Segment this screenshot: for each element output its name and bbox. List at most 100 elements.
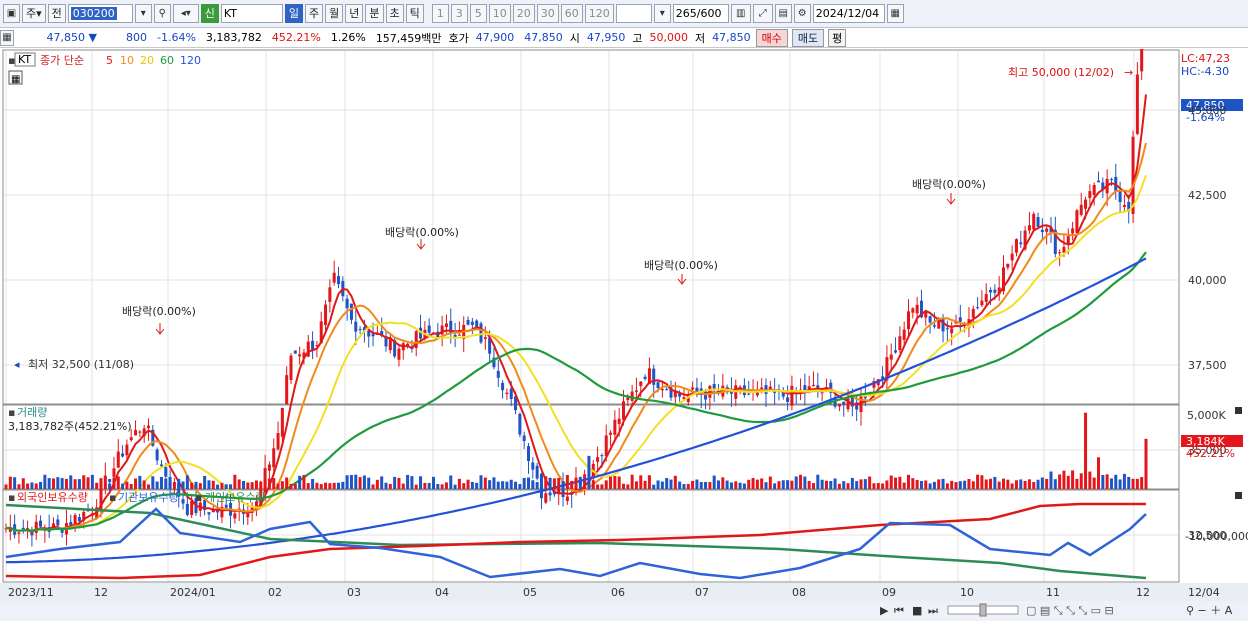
volume-bar <box>980 475 984 489</box>
tab-tick[interactable]: 틱 <box>405 4 424 23</box>
buy-button[interactable]: 매수 <box>755 28 788 47</box>
interval-3[interactable]: 3 <box>450 4 468 23</box>
candle-body <box>803 385 807 394</box>
volume-bar <box>181 481 185 489</box>
volume-bar <box>630 474 634 489</box>
scroll-handle[interactable] <box>979 603 987 617</box>
scroll-first-icon[interactable]: ⏮ <box>894 604 904 617</box>
volume-bar <box>561 481 565 489</box>
stock-code-input[interactable]: 030200 <box>67 4 133 23</box>
candle-body <box>272 448 276 468</box>
candle-body <box>159 464 163 467</box>
volume-bar <box>1144 438 1148 489</box>
interval-1[interactable]: 1 <box>431 4 449 23</box>
volume-bar <box>449 475 453 489</box>
volume-bar <box>483 477 487 489</box>
candle-body <box>1010 253 1014 261</box>
zoom-icon[interactable]: ⤢ <box>752 4 773 23</box>
memo-button[interactable]: 평 <box>828 28 847 47</box>
dropdown-icon[interactable]: ▾ <box>134 4 152 23</box>
volume-bar <box>786 480 790 489</box>
volume-close-icon[interactable] <box>1235 407 1242 414</box>
interval-20[interactable]: 20 <box>512 4 535 23</box>
stop-icon[interactable]: ■ <box>912 604 922 617</box>
volume-bar <box>488 480 492 489</box>
calendar-icon[interactable]: ▦ <box>886 4 904 23</box>
dividend-label-3: 배당락(0.00%) <box>644 259 718 272</box>
scroll-last-icon[interactable]: ⏭ <box>928 604 938 617</box>
volume-bar <box>108 483 112 489</box>
volume-bar <box>172 482 176 489</box>
candle-body <box>185 503 189 515</box>
volume-menu-icon[interactable]: ▪ <box>8 406 15 419</box>
tab-month[interactable]: 월 <box>325 4 344 23</box>
interval-input[interactable] <box>615 4 652 23</box>
new-badge: 신 <box>200 4 219 23</box>
tool-icons[interactable]: ▢ ▤ ⤡ ⤡ ⤡ ▭ ⊟ <box>1026 604 1114 617</box>
candle-body <box>660 389 664 391</box>
holding-menu-icon[interactable]: ▪ <box>8 491 15 504</box>
volume-bar <box>1045 478 1049 489</box>
stock-name-field[interactable]: KT <box>220 4 283 23</box>
candle-body <box>349 303 353 320</box>
ask-label: 호가 <box>448 31 469 45</box>
volume-bar <box>345 475 349 489</box>
symbol-box[interactable] <box>14 52 36 67</box>
candle-body <box>790 385 794 406</box>
search-icon[interactable]: ⚲ <box>153 4 171 23</box>
prev-button[interactable]: 전 <box>47 4 66 23</box>
candle-body <box>134 430 138 436</box>
interval-10[interactable]: 10 <box>488 4 511 23</box>
inst-legend: 기관보유수량 <box>118 491 179 504</box>
interval-dropdown-icon[interactable]: ▾ <box>653 4 671 23</box>
scroll-right-icon[interactable]: ▶ <box>880 604 889 617</box>
price-change: 800 <box>126 31 147 44</box>
gear-icon[interactable]: ⚙ <box>793 4 811 23</box>
volume-bar <box>298 475 302 489</box>
volume-bar <box>475 482 479 489</box>
interval-30[interactable]: 30 <box>536 4 559 23</box>
sell-button[interactable]: 매도 <box>791 28 825 47</box>
tab-week[interactable]: 주 <box>305 4 324 23</box>
tab-minute[interactable]: 분 <box>365 4 384 23</box>
tab-year[interactable]: 년 <box>345 4 364 23</box>
panel-menu-icon[interactable]: ▪ <box>8 54 15 67</box>
volume-bar <box>919 480 923 489</box>
volume-bar <box>134 478 138 489</box>
tab-second[interactable]: 초 <box>385 4 404 23</box>
candle-body <box>285 375 289 405</box>
volume-bar <box>695 479 699 489</box>
volume-bar <box>1062 470 1066 489</box>
zoom-tools-icon[interactable]: ⚲ − ＋ A <box>1186 604 1233 617</box>
candle-body <box>621 401 626 420</box>
candle-body <box>1118 191 1122 203</box>
sound-icon[interactable]: ◂▾ <box>172 4 199 23</box>
volume-bar <box>868 476 872 489</box>
volume-bar <box>915 479 919 489</box>
count-field[interactable]: 265/600 <box>672 4 729 23</box>
holding-close-icon[interactable] <box>1235 492 1242 499</box>
toolbar: ▣ 주 ▾ 전 030200 ▾ ⚲ ◂▾ 신 KT 일 주 월 년 분 초 틱 … <box>0 0 1248 28</box>
candle-body <box>984 294 988 302</box>
volume-bar <box>462 483 466 489</box>
chart-type-icon[interactable]: ▥ <box>730 4 751 23</box>
volume-bar <box>829 481 833 489</box>
period-select[interactable]: 주 ▾ <box>22 4 46 23</box>
candle-body <box>919 300 923 318</box>
interval-120[interactable]: 120 <box>584 4 614 23</box>
date-input[interactable]: 2024/12/04 <box>812 4 885 23</box>
calculator-icon[interactable] <box>8 70 23 85</box>
interval-60[interactable]: 60 <box>560 4 583 23</box>
tab-day[interactable]: 일 <box>284 4 304 23</box>
candle-body <box>138 431 142 433</box>
candle-body <box>1109 179 1113 181</box>
candle-body <box>69 521 73 526</box>
expand-icon[interactable]: ▦ <box>0 29 14 46</box>
save-icon[interactable]: ▤ <box>774 4 792 23</box>
volume-bar <box>807 481 811 489</box>
interval-5[interactable]: 5 <box>469 4 487 23</box>
candle-body <box>1045 228 1049 232</box>
window-icon[interactable]: ▣ <box>3 4 20 23</box>
grid <box>4 51 1178 582</box>
candle-body <box>388 337 392 351</box>
